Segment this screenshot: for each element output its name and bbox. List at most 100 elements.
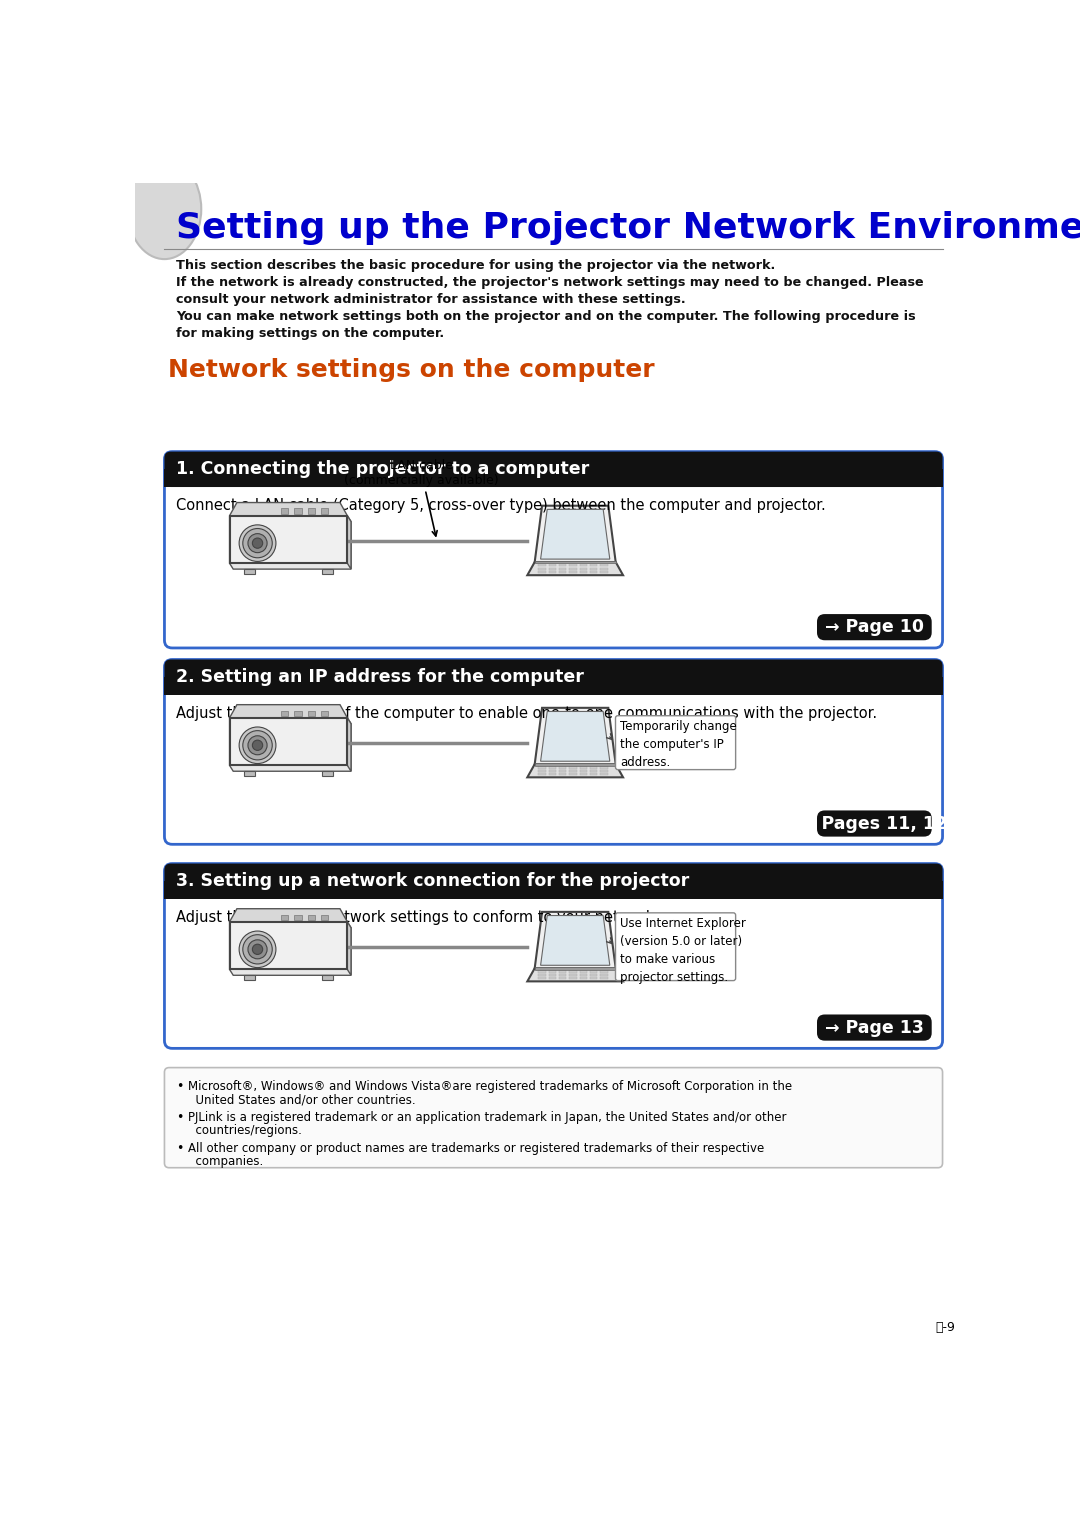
Bar bbox=[549, 977, 556, 980]
Bar bbox=[600, 974, 608, 975]
Text: All other company or product names are trademarks or registered trademarks of th: All other company or product names are t… bbox=[188, 1141, 764, 1155]
Text: 3. Setting up a network connection for the projector: 3. Setting up a network connection for t… bbox=[176, 872, 689, 890]
Bar bbox=[164, 881, 943, 899]
Polygon shape bbox=[348, 718, 351, 771]
Text: United States and/or other countries.: United States and/or other countries. bbox=[188, 1093, 416, 1106]
Bar bbox=[559, 770, 566, 771]
Bar bbox=[549, 572, 556, 573]
Bar bbox=[230, 515, 348, 564]
Polygon shape bbox=[541, 509, 610, 559]
Bar bbox=[600, 767, 608, 768]
FancyBboxPatch shape bbox=[164, 660, 943, 844]
Polygon shape bbox=[230, 704, 348, 718]
Bar bbox=[569, 974, 577, 975]
Text: Microsoft®, Windows® and Windows Vista®are registered trademarks of Microsoft Co: Microsoft®, Windows® and Windows Vista®a… bbox=[188, 1081, 792, 1093]
Bar bbox=[549, 974, 556, 975]
Circle shape bbox=[248, 533, 267, 553]
Polygon shape bbox=[541, 916, 610, 965]
Bar bbox=[535, 966, 616, 969]
FancyBboxPatch shape bbox=[816, 614, 932, 640]
Bar bbox=[580, 567, 588, 570]
Text: Adjust the projector network settings to conform to your network.: Adjust the projector network settings to… bbox=[176, 910, 659, 925]
Text: PJLink is a registered trademark or an application trademark in Japan, the Unite: PJLink is a registered trademark or an a… bbox=[188, 1111, 786, 1123]
Text: •: • bbox=[176, 1081, 184, 1093]
Circle shape bbox=[253, 538, 262, 549]
Bar bbox=[569, 564, 577, 567]
Polygon shape bbox=[230, 515, 351, 568]
Bar bbox=[580, 773, 588, 776]
Text: Setting up the Projector Network Environment: Setting up the Projector Network Environ… bbox=[176, 212, 1080, 245]
Circle shape bbox=[253, 945, 262, 954]
Bar bbox=[321, 710, 328, 716]
Bar bbox=[569, 767, 577, 768]
Bar bbox=[281, 509, 288, 514]
Bar bbox=[600, 567, 608, 570]
Text: companies.: companies. bbox=[188, 1155, 262, 1167]
Circle shape bbox=[243, 934, 272, 965]
FancyBboxPatch shape bbox=[164, 660, 943, 695]
Text: •: • bbox=[176, 1141, 184, 1155]
Bar bbox=[580, 971, 588, 972]
Text: consult your network administrator for assistance with these settings.: consult your network administrator for a… bbox=[176, 293, 686, 306]
Bar bbox=[590, 767, 597, 768]
Bar bbox=[569, 977, 577, 980]
Bar bbox=[569, 770, 577, 771]
Bar bbox=[569, 567, 577, 570]
Bar bbox=[539, 977, 545, 980]
Text: → Page 10: → Page 10 bbox=[825, 619, 923, 636]
Text: → Pages 11, 12: → Pages 11, 12 bbox=[801, 814, 947, 832]
Bar bbox=[559, 767, 566, 768]
Bar bbox=[164, 677, 943, 695]
Polygon shape bbox=[348, 922, 351, 975]
Polygon shape bbox=[322, 568, 333, 575]
Bar bbox=[590, 971, 597, 972]
Bar bbox=[295, 914, 301, 919]
Bar bbox=[535, 561, 616, 564]
Polygon shape bbox=[244, 975, 255, 980]
Bar bbox=[539, 567, 545, 570]
Bar bbox=[549, 564, 556, 567]
Circle shape bbox=[253, 741, 262, 750]
Bar bbox=[308, 710, 315, 716]
Bar bbox=[321, 914, 328, 919]
Bar bbox=[230, 718, 348, 765]
Bar bbox=[600, 564, 608, 567]
Text: 1. Connecting the projector to a computer: 1. Connecting the projector to a compute… bbox=[176, 460, 590, 479]
Bar bbox=[600, 770, 608, 771]
Text: Temporarily change
the computer's IP
address.: Temporarily change the computer's IP add… bbox=[620, 721, 737, 770]
Bar bbox=[600, 773, 608, 776]
Text: LAN cable
(commercially available): LAN cable (commercially available) bbox=[345, 459, 499, 536]
Bar bbox=[549, 773, 556, 776]
Text: If the network is already constructed, the projector's network settings may need: If the network is already constructed, t… bbox=[176, 276, 923, 290]
Bar bbox=[590, 564, 597, 567]
Polygon shape bbox=[244, 568, 255, 575]
Bar bbox=[559, 974, 566, 975]
Bar bbox=[590, 567, 597, 570]
Bar bbox=[281, 914, 288, 919]
FancyBboxPatch shape bbox=[816, 811, 932, 837]
Bar bbox=[580, 977, 588, 980]
Polygon shape bbox=[541, 712, 610, 760]
Ellipse shape bbox=[127, 158, 201, 259]
Circle shape bbox=[248, 940, 267, 959]
Bar bbox=[164, 469, 943, 488]
Bar bbox=[539, 572, 545, 573]
Polygon shape bbox=[230, 718, 351, 771]
Bar bbox=[308, 509, 315, 514]
FancyBboxPatch shape bbox=[164, 864, 943, 899]
Bar bbox=[321, 509, 328, 514]
Bar bbox=[281, 710, 288, 716]
Polygon shape bbox=[244, 771, 255, 776]
Polygon shape bbox=[527, 562, 623, 575]
Text: Connect a LAN cable (Category 5, cross-over type) between the computer and proje: Connect a LAN cable (Category 5, cross-o… bbox=[176, 498, 826, 512]
Polygon shape bbox=[230, 503, 348, 515]
Circle shape bbox=[243, 730, 272, 760]
Text: •: • bbox=[176, 1111, 184, 1123]
Bar bbox=[600, 977, 608, 980]
FancyBboxPatch shape bbox=[164, 451, 943, 648]
Polygon shape bbox=[322, 975, 333, 980]
Bar bbox=[590, 977, 597, 980]
Bar bbox=[295, 509, 301, 514]
FancyBboxPatch shape bbox=[164, 451, 943, 488]
Text: Adjust the IP settings of the computer to enable one-to-one communications with : Adjust the IP settings of the computer t… bbox=[176, 706, 877, 721]
